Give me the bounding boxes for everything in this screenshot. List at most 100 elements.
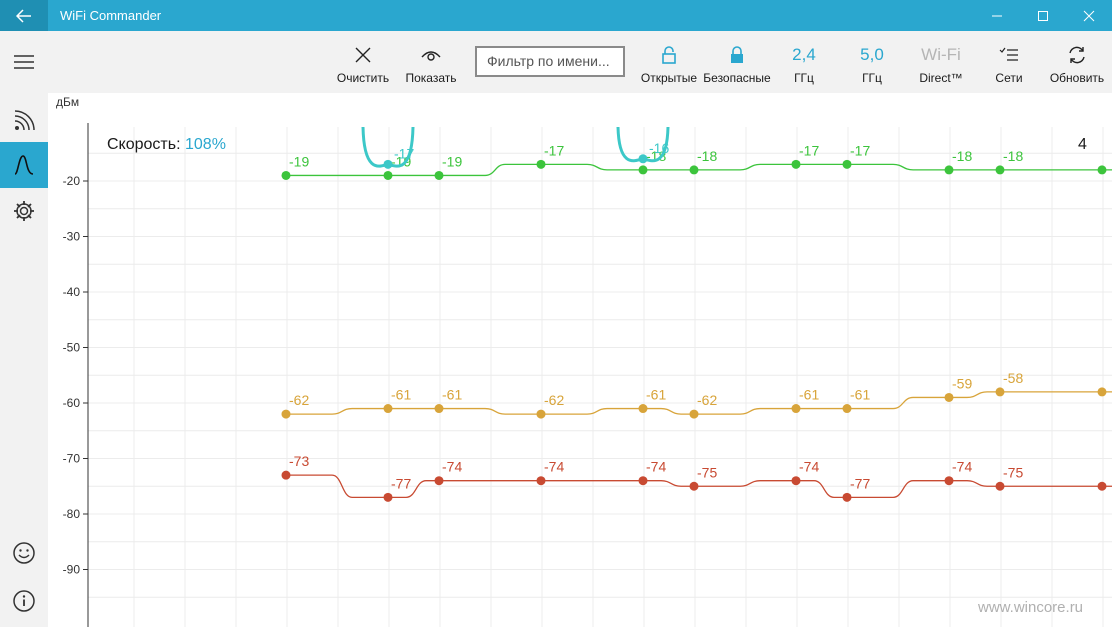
hamburger-icon (14, 55, 34, 69)
refresh-icon (1069, 46, 1085, 64)
y-axis-label: дБм (56, 95, 79, 109)
data-point (281, 470, 291, 480)
data-label: -17 (544, 142, 564, 158)
sidebar-item-feedback[interactable] (0, 530, 48, 576)
data-label: -19 (442, 153, 462, 169)
data-label: -74 (952, 459, 972, 475)
data-point (281, 170, 291, 180)
y-tick-label: -30 (63, 230, 81, 244)
data-point (434, 404, 444, 414)
wifi-direct-bottom: Direct™ (919, 71, 963, 85)
data-point (1097, 387, 1107, 397)
data-point (944, 392, 954, 402)
band-24-unit: ГГц (794, 71, 814, 85)
checklist-icon (999, 47, 1018, 61)
sidebar-item-settings[interactable] (0, 188, 48, 234)
series-line (286, 474, 1112, 498)
data-point (689, 481, 699, 491)
data-point (791, 404, 801, 414)
data-point (281, 409, 291, 419)
wifi-direct-top: Wi-Fi (921, 45, 961, 64)
data-point (434, 476, 444, 486)
back-button[interactable] (0, 0, 48, 31)
data-point (638, 165, 648, 175)
speed-label: Скорость: (107, 136, 181, 153)
data-point (638, 476, 648, 486)
refresh-button[interactable]: Обновить (1046, 31, 1108, 93)
sidebar-item-about[interactable] (0, 578, 48, 624)
sidebar-item-graph[interactable] (0, 142, 48, 188)
data-point (638, 404, 648, 414)
maximize-button[interactable] (1020, 0, 1066, 31)
data-point (791, 159, 801, 169)
data-label: -58 (1003, 370, 1023, 386)
signal-chart-area: -20 -30 -40 -50 -60 -70 -80 -90 дБм -19 -19 -19 -17-… (48, 93, 1112, 627)
open-label: Открытые (640, 71, 698, 85)
data-point (383, 170, 393, 180)
clear-label: Очистить (336, 71, 390, 85)
data-point (536, 159, 546, 169)
data-label: -18 (1003, 148, 1023, 164)
data-label: -73 (289, 453, 309, 469)
nav-sidebar (0, 93, 48, 627)
secure-networks-toggle[interactable]: Безопасные (702, 31, 772, 93)
y-tick-label: -70 (63, 452, 81, 466)
data-point (1097, 165, 1107, 175)
filter-input[interactable]: Фильтр по имени... (475, 46, 625, 77)
refresh-label: Обновить (1049, 71, 1105, 85)
filter-placeholder: Фильтр по имени... (487, 53, 610, 69)
data-label: -18 (952, 148, 972, 164)
command-bar: Очистить Показать Фильтр по имени... Отк… (0, 31, 1112, 93)
data-point (1097, 481, 1107, 491)
data-point (944, 165, 954, 175)
band-24-toggle[interactable]: 2,4 ГГц (784, 31, 824, 93)
data-label: -77 (391, 475, 411, 491)
data-point (434, 170, 444, 180)
show-button[interactable]: Показать (402, 31, 460, 93)
data-label: -74 (544, 459, 564, 475)
sidebar-item-networks[interactable] (0, 98, 48, 144)
data-point (995, 165, 1005, 175)
data-label: -74 (442, 459, 462, 475)
band-50-toggle[interactable]: 5,0 ГГц (852, 31, 892, 93)
data-label: -74 (646, 459, 666, 475)
data-label: -61 (799, 387, 819, 403)
data-label: -77 (850, 475, 870, 491)
open-networks-toggle[interactable]: Открытые (638, 31, 700, 93)
smiley-icon (13, 542, 35, 564)
speed-indicator: Скорость: 108% (107, 136, 226, 154)
data-point (383, 404, 393, 414)
data-label: -17 (850, 142, 870, 158)
minimize-button[interactable] (974, 0, 1020, 31)
band-50-unit: ГГц (862, 71, 882, 85)
series-line (286, 391, 1112, 415)
hamburger-menu-button[interactable] (0, 31, 48, 93)
wifi-direct-toggle[interactable]: Wi-Fi Direct™ (914, 31, 968, 93)
series-line (286, 163, 1112, 177)
wifi-signal-icon (14, 110, 35, 131)
data-label: -61 (442, 387, 462, 403)
data-point (995, 481, 1005, 491)
unlocked-icon (662, 46, 676, 64)
data-point (791, 476, 801, 486)
data-label: -74 (799, 459, 819, 475)
clear-button[interactable]: Очистить (334, 31, 392, 93)
title-bar: WiFi Commander (0, 0, 1112, 31)
networks-button[interactable]: Сети (988, 31, 1030, 93)
y-tick-label: -20 (63, 174, 81, 188)
data-label: -18 (697, 148, 717, 164)
data-point (383, 159, 393, 169)
maximize-icon (1038, 10, 1048, 21)
data-point (842, 404, 852, 414)
close-button[interactable] (1066, 0, 1112, 31)
data-point (383, 492, 393, 502)
lock-icon (731, 46, 743, 63)
data-label: -19 (289, 153, 309, 169)
show-label: Показать (405, 71, 457, 85)
data-label: -59 (952, 375, 972, 391)
data-label: -61 (391, 387, 411, 403)
secure-label: Безопасные (703, 71, 771, 85)
data-point (842, 159, 852, 169)
data-label: -16 (649, 140, 669, 156)
